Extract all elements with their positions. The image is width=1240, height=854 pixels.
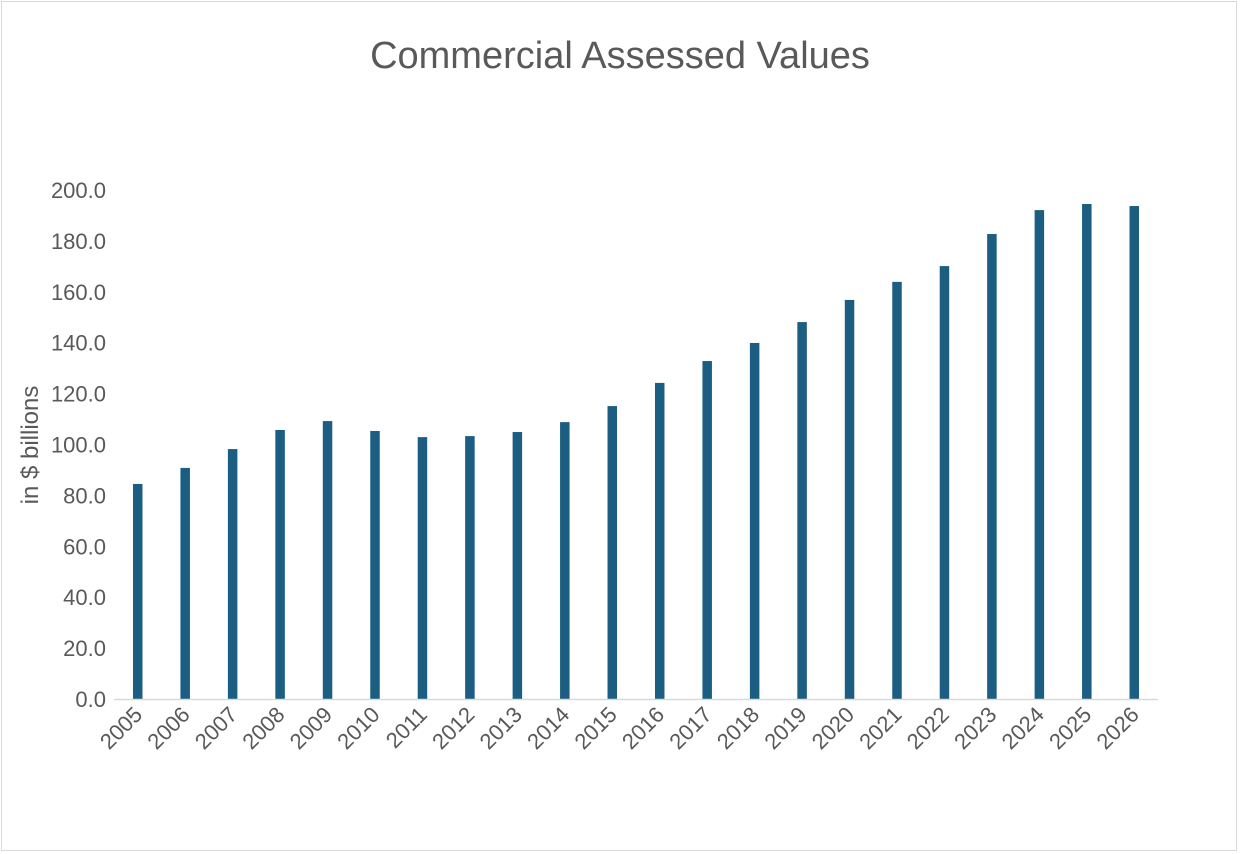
x-tick-label: 2023 <box>949 702 1001 754</box>
y-tick-label: 0.0 <box>75 687 106 712</box>
x-tick-label: 2020 <box>807 702 859 754</box>
bar-2024 <box>1034 210 1045 699</box>
y-tick-label: 60.0 <box>63 534 106 559</box>
y-tick-label: 120.0 <box>51 382 106 407</box>
x-tick-label: 2026 <box>1092 702 1144 754</box>
y-tick-label: 180.0 <box>51 229 106 254</box>
x-tick-label: 2025 <box>1044 702 1096 754</box>
bar-2026 <box>1129 206 1140 699</box>
bar-2019 <box>797 322 807 699</box>
x-tick-label: 2006 <box>142 702 194 754</box>
bar-2015 <box>607 406 618 699</box>
bar-2009 <box>322 421 333 699</box>
y-tick-label: 200.0 <box>51 178 106 203</box>
y-tick-label: 140.0 <box>51 331 106 356</box>
y-tick-label: 80.0 <box>63 483 106 508</box>
y-tick-label: 40.0 <box>63 585 106 610</box>
x-tick-label: 2007 <box>190 702 242 754</box>
bar-2020 <box>844 299 855 699</box>
bar-2016 <box>654 382 665 699</box>
y-tick-label: 160.0 <box>51 280 106 305</box>
x-tick-label: 2018 <box>712 702 764 754</box>
bar-2017 <box>702 361 712 699</box>
x-tick-label: 2009 <box>285 702 337 754</box>
x-tick-label: 2015 <box>570 702 622 754</box>
bar-2005 <box>132 483 143 699</box>
x-tick-label: 2013 <box>475 702 527 754</box>
x-tick-label: 2012 <box>427 702 479 754</box>
bar-2012 <box>465 436 475 699</box>
bar-2008 <box>275 429 285 699</box>
x-tick-label: 2008 <box>237 702 289 754</box>
x-tick-label: 2014 <box>522 702 574 754</box>
bar-2006 <box>180 467 190 699</box>
x-tick-label: 2019 <box>759 702 811 754</box>
y-tick-label: 100.0 <box>51 433 106 458</box>
bar-2013 <box>512 432 523 699</box>
bar-2011 <box>417 437 428 699</box>
bar-2022 <box>939 266 950 699</box>
x-tick-label: 2016 <box>617 702 669 754</box>
x-tick-label: 2017 <box>664 702 716 754</box>
bar-2025 <box>1082 203 1092 699</box>
x-tick-label: 2024 <box>997 702 1049 754</box>
bar-2007 <box>227 449 238 699</box>
chart-title: Commercial Assessed Values <box>370 35 870 77</box>
bar-2018 <box>749 342 760 699</box>
bar-2021 <box>892 281 902 699</box>
y-tick-label: 20.0 <box>63 636 106 661</box>
x-tick-label: 2011 <box>381 702 432 753</box>
x-tick-label: 2021 <box>854 702 906 754</box>
y-axis-label: in $ billions <box>17 386 44 505</box>
x-tick-label: 2022 <box>902 702 954 754</box>
bar-2014 <box>560 422 570 699</box>
bar-2010 <box>370 431 380 699</box>
bar-2023 <box>987 234 997 699</box>
x-tick-label: 2010 <box>332 702 384 754</box>
